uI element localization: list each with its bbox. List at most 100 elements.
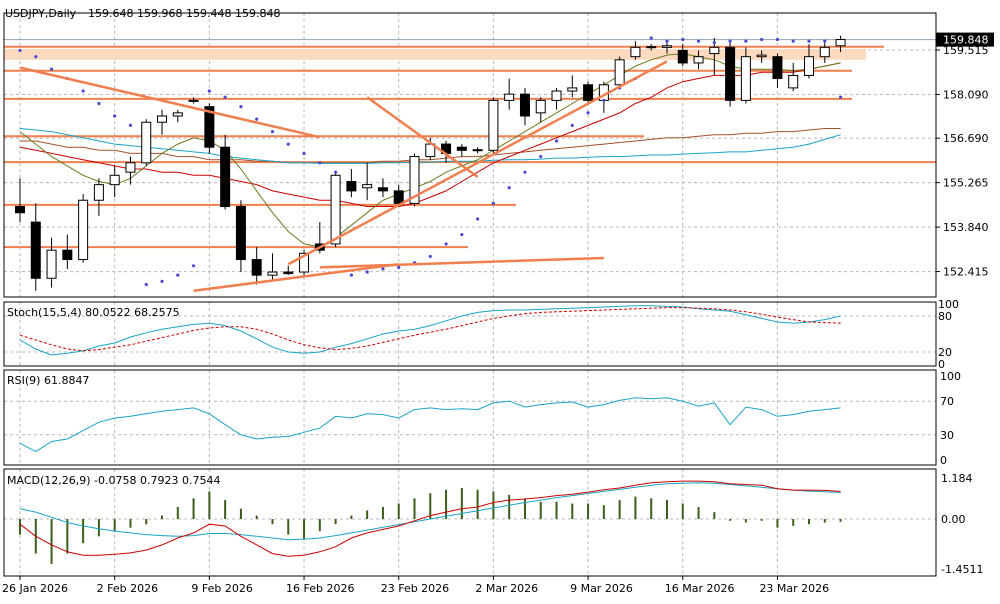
price-tick-label: 158.090 [943, 88, 989, 101]
rsi-tick-label: 0 [940, 454, 947, 467]
psar-dot [176, 273, 180, 277]
macd-histogram-bar [602, 505, 605, 520]
candle-body [109, 174, 120, 186]
ma-cyan-line [19, 128, 841, 164]
candle-body [15, 205, 25, 214]
rsi-line [19, 397, 841, 453]
macd-main-line [19, 480, 841, 557]
candle [819, 41, 830, 63]
macd-signal-line [19, 482, 841, 541]
ma-mid-line [19, 62, 841, 207]
candle [804, 44, 814, 79]
psar-dot [491, 201, 495, 205]
stoch-tick-label: 0 [938, 358, 945, 371]
candle [251, 247, 262, 285]
candle [583, 81, 594, 104]
macd-histogram-bar [823, 519, 826, 523]
candle-body [456, 146, 467, 151]
candle-body [409, 156, 420, 204]
panel-frame-macd [3, 468, 937, 577]
chart-header-symbol: USDJPY,Daily [5, 7, 77, 20]
candle-body [30, 221, 41, 279]
macd-histogram-bar [760, 519, 763, 521]
macd-histogram-bar [397, 503, 400, 520]
moving-averages [19, 53, 841, 248]
macd-histogram-bar [381, 506, 384, 520]
psar-dot [554, 139, 559, 143]
psar-dot [18, 48, 22, 53]
psar-dot [665, 39, 669, 43]
rsi-tick-label: 70 [940, 395, 954, 408]
psar-dot [460, 232, 464, 237]
candle [157, 109, 168, 135]
stoch-tick-label: 20 [938, 346, 952, 359]
last-price-label: 159.848 [943, 34, 989, 47]
macd-histogram-bar [508, 494, 511, 520]
psar-dot [223, 95, 227, 99]
macd-histogram-bar [129, 519, 132, 528]
psar-dot [444, 242, 448, 246]
macd-histogram-bar [587, 503, 590, 520]
candle-body [819, 46, 830, 58]
macd-histogram-bar [50, 519, 53, 564]
macd-histogram-bar [776, 519, 779, 528]
candle-body [141, 121, 152, 164]
candle [456, 144, 467, 157]
candle [740, 47, 751, 104]
rsi-tick-label: 30 [940, 429, 954, 442]
stoch-tick-label: 100 [938, 298, 959, 311]
candle [235, 200, 246, 273]
psar-dot [97, 101, 101, 106]
psar-dot [523, 170, 527, 174]
candle-body [504, 93, 515, 101]
candle-body [62, 249, 73, 261]
macd-panel [19, 480, 842, 564]
stoch-panel [19, 305, 841, 356]
psar-dot [113, 114, 117, 118]
psar-dot [712, 41, 716, 45]
candle-body [235, 205, 246, 261]
date-tick-label: 23 Mar 2026 [759, 582, 829, 595]
psar-dot [397, 265, 401, 269]
date-tick-label: 9 Mar 2026 [570, 582, 633, 595]
psar-dot [807, 39, 811, 43]
price-tick-label: 159.515 [943, 44, 989, 57]
rsi-panel [19, 397, 841, 453]
candle-body [267, 271, 278, 276]
candle-body [78, 199, 89, 261]
psar-dot [838, 95, 843, 99]
psar-dot [381, 267, 385, 271]
candle-body [220, 146, 231, 207]
candle-body [393, 190, 404, 204]
rsi-title: RSI(9) 61.8847 [7, 374, 89, 387]
psar-dot [428, 254, 432, 259]
macd-histogram-bar [192, 498, 195, 520]
trendline [19, 66, 321, 139]
ma-fast-line [19, 53, 841, 248]
panel-frame-rsi [3, 369, 937, 466]
psar-dot [302, 151, 306, 156]
psar-dot [255, 117, 259, 121]
candle [188, 97, 199, 104]
candle [362, 162, 373, 201]
date-tick-label: 2 Mar 2026 [475, 582, 538, 595]
macd-histogram-bar [176, 506, 179, 520]
candle-body [567, 87, 578, 92]
psar-dot [270, 129, 275, 134]
candle [141, 119, 152, 166]
candle-body [519, 93, 530, 117]
macd-histogram-bar [792, 519, 795, 526]
candle-body [693, 56, 704, 64]
macd-title: MACD(12,26,9) -0.0758 0.7923 0.7544 [7, 474, 220, 487]
macd-histogram-bar [113, 519, 116, 532]
candle [125, 156, 136, 185]
candle [488, 97, 499, 154]
macd-histogram-bar [555, 501, 558, 520]
candle [267, 253, 278, 282]
candle [535, 97, 546, 123]
candle [614, 56, 625, 88]
last-price-box [936, 32, 994, 47]
psar-dot [507, 186, 511, 190]
